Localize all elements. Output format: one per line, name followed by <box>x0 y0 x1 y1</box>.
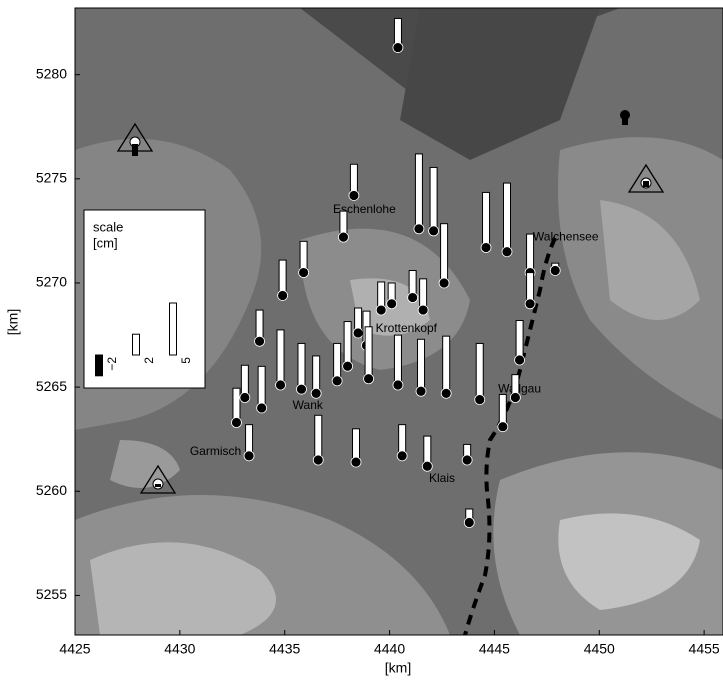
station <box>481 243 491 253</box>
legend-title: scale <box>93 219 123 234</box>
x-tick-label: 4430 <box>164 641 195 657</box>
station <box>376 305 386 315</box>
x-tick-label: 4455 <box>689 641 720 657</box>
station <box>498 422 508 432</box>
x-tick-label: 4450 <box>584 641 615 657</box>
station <box>515 355 525 365</box>
station <box>387 299 397 309</box>
displacement-bar <box>334 343 341 380</box>
legend-label: 5 <box>179 357 193 364</box>
legend-label: 2 <box>142 357 156 364</box>
x-tick-label: 4425 <box>59 641 90 657</box>
displacement-bar <box>313 356 320 393</box>
y-tick-label: 5265 <box>36 378 67 394</box>
station <box>276 380 286 390</box>
displacement-bar <box>298 343 305 389</box>
place-label: Wallgau <box>498 381 541 395</box>
station <box>313 455 323 465</box>
station <box>475 395 485 405</box>
station <box>278 290 288 300</box>
displacement-bar <box>415 154 422 229</box>
x-tick-label: 4440 <box>374 641 405 657</box>
legend-label: −2 <box>105 357 119 371</box>
station <box>311 388 321 398</box>
place-label: Walchensee <box>533 229 599 243</box>
displacement-bar <box>443 336 450 393</box>
station <box>422 461 432 471</box>
place-label: Garmisch <box>190 444 241 458</box>
station <box>464 518 474 528</box>
x-axis-label: [km] <box>385 660 411 676</box>
station <box>338 232 348 242</box>
x-tick-label: 4445 <box>479 641 510 657</box>
station <box>441 388 451 398</box>
station <box>332 376 342 386</box>
station <box>353 328 363 338</box>
station <box>416 386 426 396</box>
station <box>439 278 449 288</box>
displacement-bar <box>516 321 523 361</box>
station <box>414 224 424 234</box>
place-label: Klais <box>429 471 455 485</box>
x-tick-label: 4435 <box>269 641 300 657</box>
displacement-bar <box>483 192 490 247</box>
station <box>418 305 428 315</box>
place-label: Krottenkopf <box>376 321 438 335</box>
displacement-bar <box>527 234 534 272</box>
station <box>257 403 267 413</box>
station <box>255 336 265 346</box>
station <box>525 299 535 309</box>
station <box>240 393 250 403</box>
place-label: Wank <box>293 398 324 412</box>
station <box>462 455 472 465</box>
station <box>510 393 520 403</box>
station <box>351 457 361 467</box>
station <box>296 384 306 394</box>
y-axis-label: [km] <box>5 309 21 335</box>
legend: scale [cm] −2 2 5 <box>84 210 205 388</box>
displacement-bar <box>394 335 401 385</box>
y-tick-label: 5275 <box>36 170 67 186</box>
displacement-bar <box>315 415 322 460</box>
station <box>244 451 254 461</box>
displacement-bar <box>133 334 140 355</box>
station <box>299 268 309 278</box>
station <box>364 374 374 384</box>
station <box>408 293 418 303</box>
displacement-bar <box>96 355 103 376</box>
y-tick-label: 5260 <box>36 482 67 498</box>
displacement-bar <box>277 330 284 385</box>
station <box>393 43 403 53</box>
station <box>349 190 359 200</box>
displacement-bar <box>418 339 425 391</box>
displacement-bar <box>258 366 265 408</box>
legend-unit: [cm] <box>93 235 118 250</box>
displacement-bar <box>170 303 177 355</box>
station <box>393 380 403 390</box>
y-tick-label: 5255 <box>36 586 67 602</box>
y-tick-label: 5270 <box>36 274 67 290</box>
displacement-bar <box>476 343 483 399</box>
y-tick-label: 5280 <box>36 65 67 81</box>
station <box>397 451 407 461</box>
displacement-bar <box>344 322 351 367</box>
station <box>502 247 512 257</box>
displacement-bar <box>504 183 511 252</box>
station <box>429 226 439 236</box>
station <box>231 418 241 428</box>
station <box>550 265 560 275</box>
station <box>343 361 353 371</box>
displacement-bar <box>430 167 437 230</box>
map-chart: EschenloheWalchenseeKrottenkopfWallgauWa… <box>0 0 723 684</box>
displacement-bar <box>365 327 372 379</box>
displacement-bar <box>441 224 448 283</box>
